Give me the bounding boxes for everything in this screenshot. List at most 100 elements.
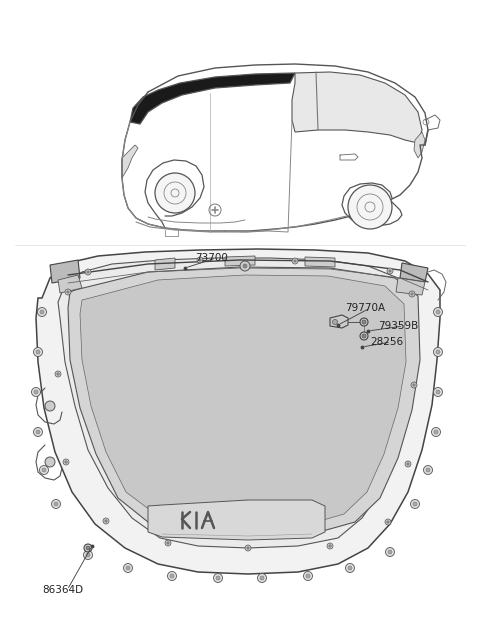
Circle shape [216, 576, 220, 580]
Text: 86364D: 86364D [42, 585, 83, 595]
Circle shape [165, 540, 171, 546]
Circle shape [84, 550, 93, 559]
Polygon shape [292, 72, 422, 143]
Polygon shape [130, 73, 295, 124]
Polygon shape [330, 315, 348, 328]
Circle shape [407, 463, 409, 465]
Circle shape [436, 390, 440, 394]
Polygon shape [148, 500, 325, 540]
Text: 28256: 28256 [370, 337, 403, 347]
Circle shape [245, 545, 251, 551]
Polygon shape [400, 263, 428, 282]
Circle shape [126, 566, 130, 570]
Text: 73700: 73700 [195, 253, 228, 263]
Circle shape [170, 574, 174, 578]
Circle shape [348, 185, 392, 229]
Circle shape [385, 519, 391, 525]
Polygon shape [305, 257, 335, 267]
Circle shape [413, 384, 415, 386]
Circle shape [65, 289, 71, 295]
Circle shape [34, 427, 43, 436]
Circle shape [103, 518, 109, 524]
Circle shape [214, 574, 223, 583]
Circle shape [86, 553, 90, 557]
Circle shape [362, 334, 366, 338]
Circle shape [54, 502, 58, 506]
Circle shape [413, 502, 417, 506]
Polygon shape [225, 256, 255, 266]
Circle shape [51, 500, 60, 508]
Polygon shape [396, 278, 425, 295]
Circle shape [433, 347, 443, 356]
Circle shape [37, 307, 47, 316]
Circle shape [360, 332, 368, 340]
Circle shape [167, 542, 169, 544]
Circle shape [333, 320, 337, 325]
Circle shape [105, 520, 107, 522]
Text: 79359B: 79359B [378, 321, 418, 331]
Circle shape [426, 468, 430, 472]
Circle shape [155, 173, 195, 213]
Circle shape [411, 382, 417, 388]
Circle shape [432, 427, 441, 436]
Circle shape [45, 401, 55, 411]
Circle shape [434, 430, 438, 434]
Polygon shape [155, 258, 175, 270]
Circle shape [433, 387, 443, 396]
Circle shape [327, 543, 333, 549]
Circle shape [87, 271, 89, 273]
Circle shape [67, 291, 69, 293]
Circle shape [45, 457, 55, 467]
Circle shape [57, 373, 59, 375]
Circle shape [240, 261, 250, 271]
Polygon shape [414, 132, 425, 158]
Circle shape [243, 264, 247, 268]
Circle shape [42, 468, 46, 472]
Circle shape [84, 544, 92, 552]
Circle shape [40, 310, 44, 314]
Circle shape [199, 259, 201, 261]
Circle shape [34, 347, 43, 356]
Polygon shape [58, 275, 82, 293]
Circle shape [346, 564, 355, 573]
Circle shape [385, 548, 395, 557]
Circle shape [55, 371, 61, 377]
Circle shape [411, 293, 413, 295]
Circle shape [433, 307, 443, 316]
Circle shape [389, 270, 391, 272]
Polygon shape [50, 260, 80, 283]
Circle shape [32, 387, 40, 396]
Circle shape [306, 574, 310, 578]
Circle shape [168, 571, 177, 581]
Circle shape [86, 547, 90, 550]
Circle shape [39, 465, 48, 474]
Circle shape [123, 564, 132, 573]
Circle shape [34, 390, 38, 394]
Circle shape [294, 260, 296, 262]
Circle shape [423, 465, 432, 474]
Polygon shape [36, 249, 440, 574]
Polygon shape [122, 145, 138, 178]
Text: 79770A: 79770A [345, 303, 385, 313]
Polygon shape [58, 258, 418, 548]
Circle shape [197, 257, 203, 263]
Circle shape [410, 500, 420, 508]
Circle shape [65, 461, 67, 463]
Circle shape [36, 350, 40, 354]
Circle shape [292, 258, 298, 264]
Circle shape [36, 430, 40, 434]
Polygon shape [68, 267, 420, 536]
Circle shape [405, 461, 411, 467]
Circle shape [247, 547, 249, 549]
Circle shape [329, 545, 331, 547]
Polygon shape [80, 275, 406, 526]
Circle shape [257, 574, 266, 583]
Circle shape [85, 269, 91, 275]
Circle shape [388, 550, 392, 554]
Circle shape [409, 291, 415, 297]
Circle shape [63, 459, 69, 465]
Circle shape [362, 320, 366, 324]
Circle shape [303, 571, 312, 581]
Circle shape [348, 566, 352, 570]
Circle shape [260, 576, 264, 580]
